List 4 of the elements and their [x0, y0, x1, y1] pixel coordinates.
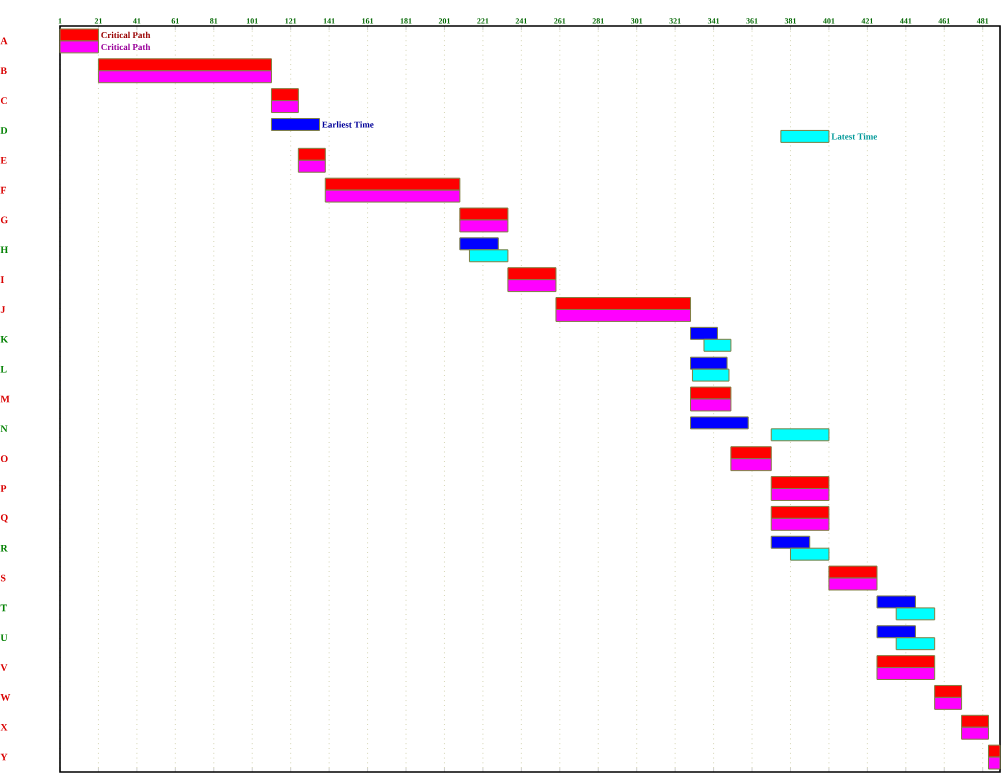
bar [770, 428, 830, 442]
bar [270, 118, 321, 131]
bar [780, 129, 830, 143]
bar [690, 416, 749, 430]
